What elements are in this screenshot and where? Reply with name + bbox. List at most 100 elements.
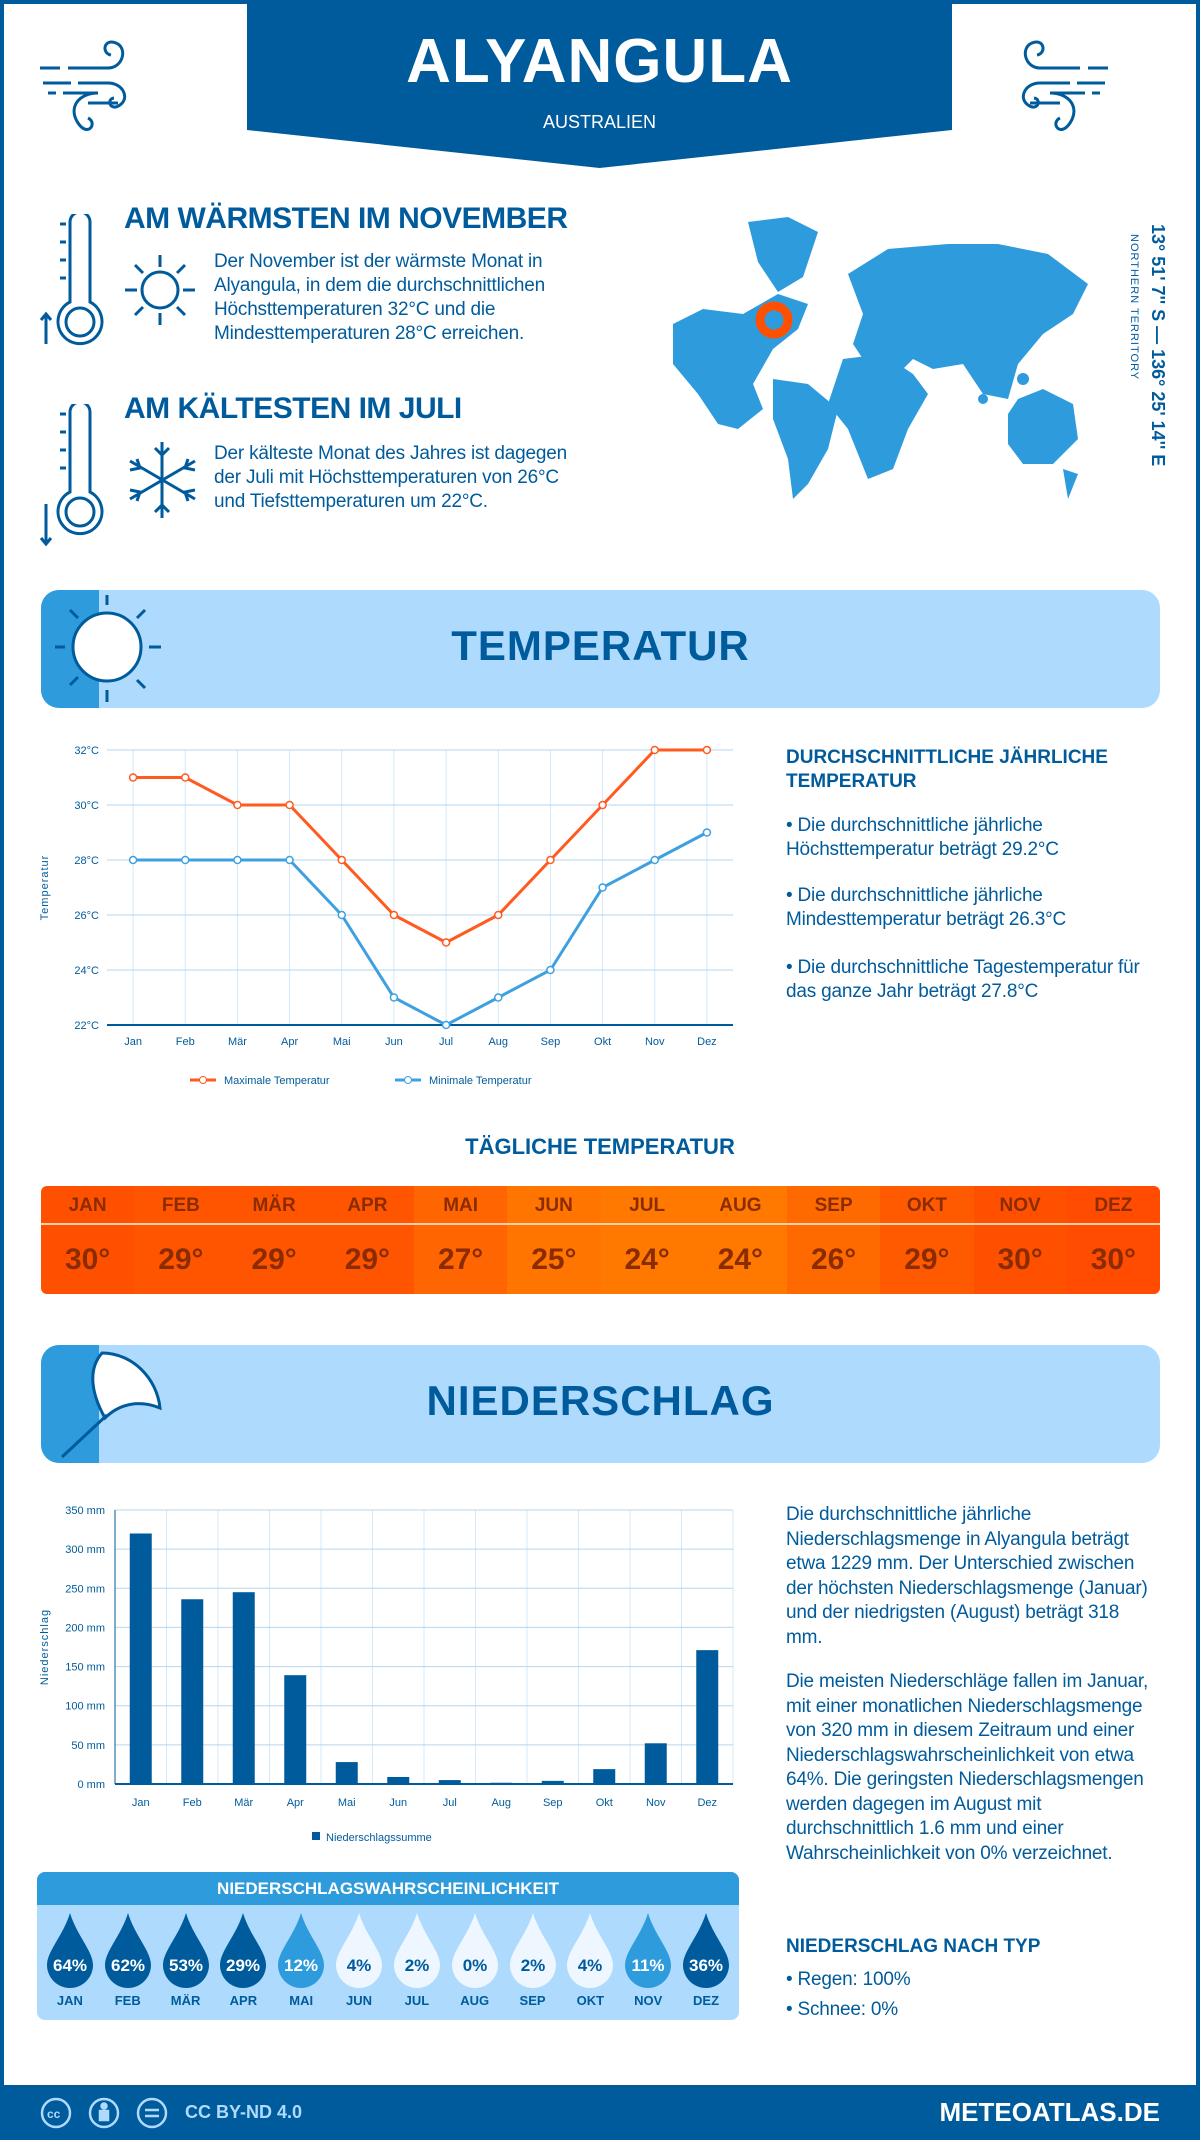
probability-value: 64% xyxy=(53,1956,87,1975)
probability-month: NOV xyxy=(634,1993,663,2008)
daily-temp-9: OKT 29° xyxy=(880,1186,974,1294)
x-tick-label: Okt xyxy=(594,1036,611,1048)
probability-value: 12% xyxy=(284,1956,318,1975)
x-tick-label: Jun xyxy=(385,1036,403,1048)
bar xyxy=(181,1599,204,1784)
daily-value: 27° xyxy=(437,1242,484,1276)
temperature-banner: TEMPERATUR xyxy=(41,590,1160,708)
x-tick-label: Jan xyxy=(124,1036,142,1048)
y-tick-label: 28°C xyxy=(74,855,99,867)
legend-label: Niederschlagssumme xyxy=(326,1832,432,1844)
probability-value: 2% xyxy=(405,1956,430,1975)
y-axis-label: Temperatur xyxy=(39,855,51,921)
daily-temp-10: NOV 30° xyxy=(973,1186,1067,1294)
y-tick-label: 32°C xyxy=(74,745,99,757)
precipitation-probability-panel: NIEDERSCHLAGSWAHRSCHEINLICHKEIT 64% JAN 62… xyxy=(37,1872,739,2020)
precip-type-rain: • Regen: 100% xyxy=(786,1969,911,1990)
probability-drop: 36% DEZ xyxy=(677,1911,735,2008)
daily-month: MAI xyxy=(414,1186,508,1225)
x-tick-label: Sep xyxy=(543,1797,563,1809)
daily-temp-5: JUN 25° xyxy=(507,1186,601,1294)
daily-temp-7: AUG 24° xyxy=(693,1186,787,1294)
raindrop-icon: 2% xyxy=(393,1913,440,1988)
probability-drop: 64% JAN xyxy=(41,1911,99,2008)
probability-value: 36% xyxy=(689,1956,723,1975)
y-tick-label: 0 mm xyxy=(78,1779,106,1791)
daily-temp-3: APR 29° xyxy=(320,1186,414,1294)
probability-drop: 0% AUG xyxy=(446,1911,504,2008)
daily-temp-table: JAN 30° FEB 29° MÄR 29° APR 29° MAI 27° JUN 25° JUL 2… xyxy=(41,1186,1160,1294)
y-tick-label: 100 mm xyxy=(65,1701,105,1713)
data-point xyxy=(233,800,242,810)
legend-label: Maximale Temperatur xyxy=(224,1075,330,1087)
daily-month: FEB xyxy=(134,1186,228,1225)
data-point xyxy=(389,993,399,1002)
region-label: NORTHERN TERRITORY xyxy=(1128,234,1140,381)
bar xyxy=(696,1650,719,1784)
daily-value: 24° xyxy=(624,1242,670,1276)
daily-temp-1: FEB 29° xyxy=(134,1186,228,1294)
annual-temp-bullet-2: • Die durchschnittliche jährliche Mindes… xyxy=(786,885,1067,930)
x-tick-label: Sep xyxy=(541,1036,561,1048)
site-link[interactable]: METEOATLAS.DE xyxy=(939,2097,1160,2127)
country-subtitle: AUSTRALIEN xyxy=(542,112,657,132)
daily-value: 24° xyxy=(717,1242,764,1276)
y-tick-label: 300 mm xyxy=(65,1544,105,1556)
y-tick-label: 22°C xyxy=(74,1020,99,1032)
x-tick-label: Feb xyxy=(183,1797,202,1809)
y-tick-label: 350 mm xyxy=(65,1505,105,1517)
daily-value: 25° xyxy=(531,1242,577,1276)
x-tick-label: Jun xyxy=(389,1797,407,1809)
daily-month: MÄR xyxy=(227,1186,321,1225)
probability-month: JUN xyxy=(346,1993,373,2008)
y-axis-label: Niederschlag xyxy=(39,1609,51,1685)
probability-drop: 12% MAI xyxy=(272,1911,330,2008)
x-tick-label: Feb xyxy=(176,1036,195,1048)
x-tick-label: Nov xyxy=(646,1797,666,1809)
cc-license-icons[interactable]: cc xyxy=(38,2097,173,2129)
daily-value: 26° xyxy=(810,1242,857,1276)
data-point xyxy=(128,773,138,782)
x-tick-label: Mai xyxy=(338,1797,356,1809)
license-text[interactable]: CC BY-ND 4.0 xyxy=(185,2102,303,2122)
daily-temp-2: MÄR 29° xyxy=(227,1186,321,1294)
probability-month: APR xyxy=(229,1993,258,2008)
data-point xyxy=(441,1020,451,1030)
data-point xyxy=(494,910,503,920)
probability-month: JAN xyxy=(56,1993,83,2008)
x-tick-label: Dez xyxy=(697,1797,717,1809)
city-title: ALYANGULA xyxy=(406,27,793,96)
precip-text-1: Die durchschnittliche jährliche Niedersc… xyxy=(786,1504,1148,1648)
probability-value: 11% xyxy=(632,1956,665,1975)
probability-month: JUL xyxy=(404,1993,430,2008)
umbrella-rain-icon xyxy=(60,1351,162,1459)
daily-temp-4: MAI 27° xyxy=(414,1186,508,1294)
precipitation-banner: NIEDERSCHLAG xyxy=(41,1345,1160,1463)
daily-value: 29° xyxy=(904,1242,950,1276)
x-tick-label: Jul xyxy=(439,1036,453,1048)
legend-marker xyxy=(199,1076,207,1084)
daily-temp-11: DEZ 30° xyxy=(1066,1186,1160,1294)
daily-value: 29° xyxy=(158,1242,204,1276)
warmest-text: Der November ist der wärmste Monat in Al… xyxy=(214,251,546,344)
x-tick-label: Dez xyxy=(697,1036,717,1048)
raindrop-icon: 12% xyxy=(278,1913,325,1988)
x-tick-label: Nov xyxy=(645,1036,665,1048)
y-tick-label: 30°C xyxy=(74,800,99,812)
raindrop-icon: 11% xyxy=(625,1913,672,1988)
data-point xyxy=(233,855,242,865)
probability-month: FEB xyxy=(114,1993,141,2008)
probability-drop: 4% JUN xyxy=(330,1911,388,2008)
data-point xyxy=(650,745,659,755)
daily-month: JAN xyxy=(41,1186,135,1225)
y-tick-label: 150 mm xyxy=(65,1662,105,1674)
precip-type-snow: • Schnee: 0% xyxy=(786,1999,898,2020)
data-point xyxy=(337,855,346,865)
probability-value: 0% xyxy=(462,1956,487,1975)
series-line-0 xyxy=(133,748,707,945)
bar xyxy=(593,1769,616,1784)
y-tick-label: 250 mm xyxy=(65,1583,105,1595)
x-tick-label: Apr xyxy=(281,1036,298,1048)
location-marker-icon xyxy=(755,301,793,339)
x-tick-label: Jul xyxy=(443,1797,457,1809)
